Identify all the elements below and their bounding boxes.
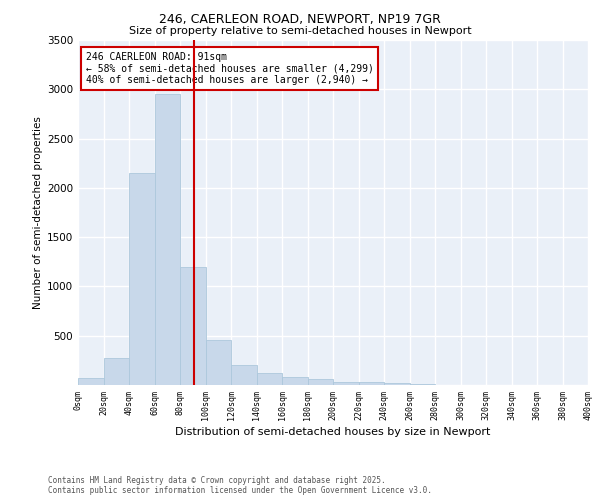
Bar [180, 266, 205, 385]
Y-axis label: Number of semi-detached properties: Number of semi-detached properties [33, 116, 43, 309]
Bar [384, 383, 410, 385]
Text: 246 CAERLEON ROAD: 91sqm
← 58% of semi-detached houses are smaller (4,299)
40% o: 246 CAERLEON ROAD: 91sqm ← 58% of semi-d… [86, 52, 374, 85]
Text: Size of property relative to semi-detached houses in Newport: Size of property relative to semi-detach… [128, 26, 472, 36]
Bar [205, 340, 231, 385]
Bar [155, 94, 180, 385]
Bar [104, 358, 129, 385]
Text: Contains HM Land Registry data © Crown copyright and database right 2025.
Contai: Contains HM Land Registry data © Crown c… [48, 476, 432, 495]
X-axis label: Distribution of semi-detached houses by size in Newport: Distribution of semi-detached houses by … [175, 427, 491, 437]
Bar [231, 366, 257, 385]
Bar [78, 378, 104, 385]
Bar [257, 373, 282, 385]
Bar [282, 376, 308, 385]
Bar [359, 382, 384, 385]
Bar [410, 384, 435, 385]
Bar [333, 382, 359, 385]
Text: 246, CAERLEON ROAD, NEWPORT, NP19 7GR: 246, CAERLEON ROAD, NEWPORT, NP19 7GR [159, 12, 441, 26]
Bar [129, 173, 155, 385]
Bar [308, 378, 333, 385]
